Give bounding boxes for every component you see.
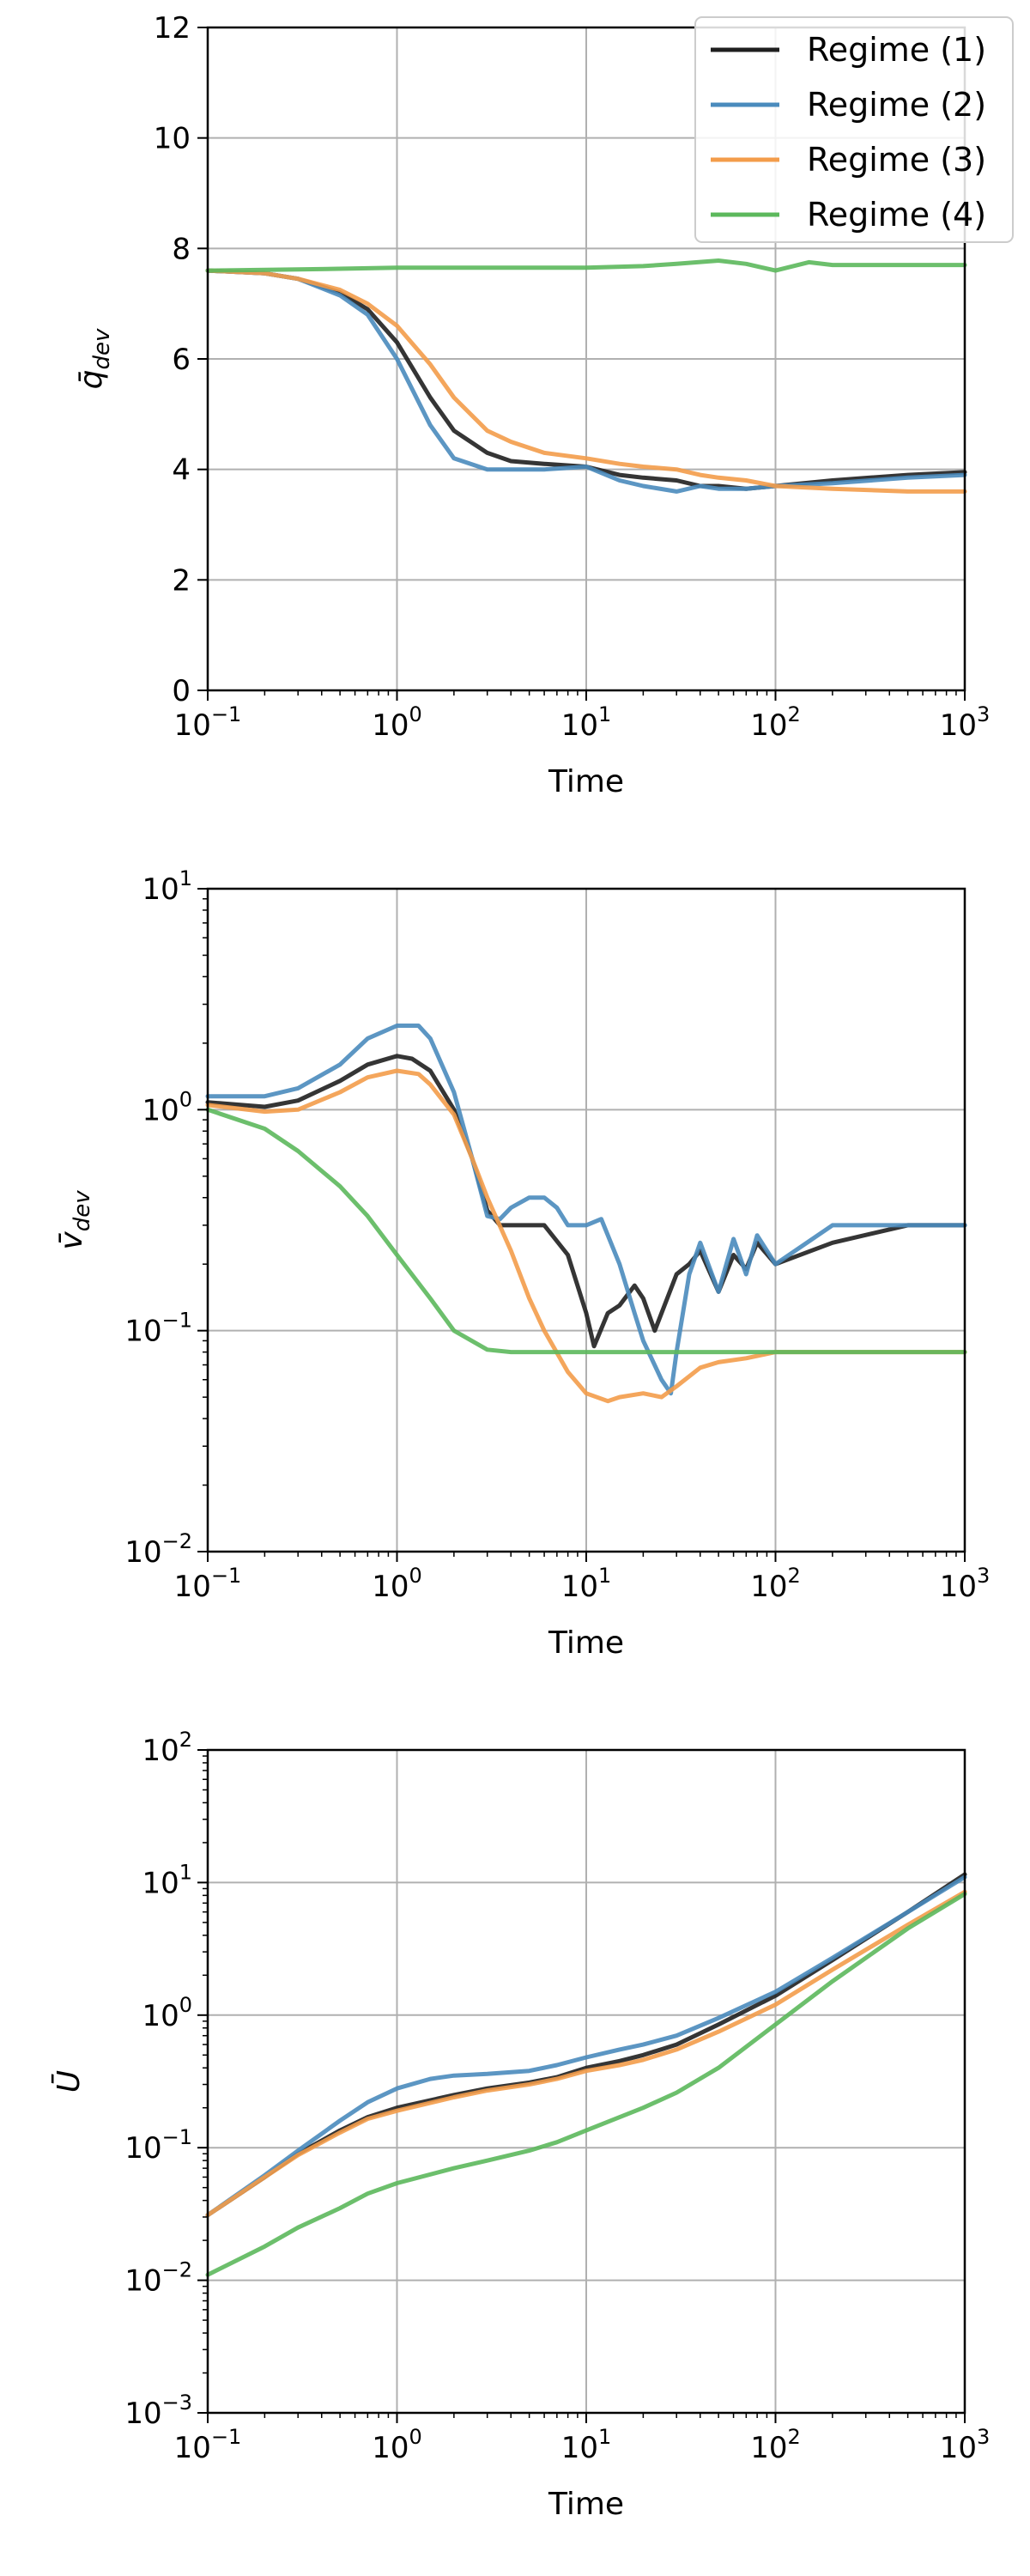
y-tick-label: 4 [172, 453, 191, 488]
grid [207, 888, 966, 1552]
y-tick-label: 10−2 [124, 2258, 192, 2299]
y-tick-label: 6 [172, 343, 191, 377]
y-tick-label: 10−1 [124, 2125, 192, 2166]
x-tick-label: 103 [940, 2425, 991, 2465]
y-tick-label: 10−3 [124, 2391, 192, 2431]
y-tick-label: 8 [172, 232, 191, 266]
x-tick-label: 10−1 [174, 2425, 242, 2465]
y-axis-label: q̄dev [74, 328, 115, 389]
series-line-regime-4 [205, 258, 967, 273]
legend-label-regime-2: Regime (2) [807, 86, 986, 124]
x-tick-label: 102 [750, 1564, 801, 1604]
x-tick-label: 101 [561, 702, 612, 743]
x-tick-label: 101 [561, 1564, 612, 1604]
x-tick-label: 102 [750, 2425, 801, 2465]
x-tick-label: 100 [372, 1564, 422, 1604]
legend-label-regime-3: Regime (3) [807, 141, 986, 179]
ticks [197, 888, 966, 1562]
y-tick-label: 101 [142, 866, 192, 907]
ticks [197, 27, 966, 701]
legend-label-regime-1: Regime (1) [807, 31, 986, 69]
grid [207, 1749, 966, 2414]
series-line-regime-3 [205, 1889, 967, 2218]
x-tick-label: 100 [372, 2425, 422, 2465]
legend-box [694, 16, 1014, 243]
x-tick-label: 102 [750, 702, 801, 743]
ticks [197, 1749, 966, 2423]
y-tick-label: 101 [142, 1860, 192, 1900]
y-tick-label: 2 [172, 563, 191, 598]
series-group [205, 1872, 967, 2277]
y-tick-label: 102 [142, 1728, 192, 1768]
series-line-regime-4 [205, 1107, 967, 1355]
series-group [205, 258, 967, 494]
series-line-regime-2 [205, 268, 967, 494]
series-line-regime-2 [205, 1874, 967, 2218]
x-axis-label: Time [548, 2487, 624, 2522]
x-tick-label: 101 [561, 2425, 612, 2465]
legend: Regime (1) Regime (2) Regime (3) Regime (4) [694, 16, 1014, 243]
x-axis-label: Time [548, 764, 624, 799]
y-tick-label: 10−1 [124, 1309, 192, 1349]
legend-label-regime-4: Regime (4) [807, 196, 986, 234]
series-line-regime-2 [205, 1024, 967, 1396]
y-tick-label: 10 [154, 122, 191, 156]
y-tick-label: 100 [142, 1993, 192, 2033]
series-line-regime-3 [205, 1068, 967, 1404]
panel-u-bar: 10−1 100 101 102 103 10−3 10−2 10−1 100 101 102 Tim… [52, 1728, 990, 2522]
x-tick-label: 103 [940, 1564, 991, 1604]
y-tick-label: 100 [142, 1087, 192, 1127]
y-tick-label: 0 [172, 674, 191, 708]
series-line-regime-3 [205, 268, 967, 494]
x-axis-label: Time [548, 1625, 624, 1661]
y-axis-label: Ū [52, 2070, 87, 2093]
x-tick-label: 10−1 [174, 702, 242, 743]
y-tick-label: 10−2 [124, 1529, 192, 1570]
y-tick-label: 12 [154, 11, 191, 46]
y-axis-label: v̄dev [54, 1190, 95, 1250]
series-line-regime-4 [205, 1892, 967, 2277]
series-group [205, 1024, 967, 1404]
x-tick-label: 103 [940, 702, 991, 743]
panel-q-dev: 10−1 100 101 102 103 0 2 4 6 8 10 12 Time q̄dev Regime… [74, 11, 1014, 799]
x-tick-label: 10−1 [174, 1564, 242, 1604]
x-tick-label: 100 [372, 702, 422, 743]
